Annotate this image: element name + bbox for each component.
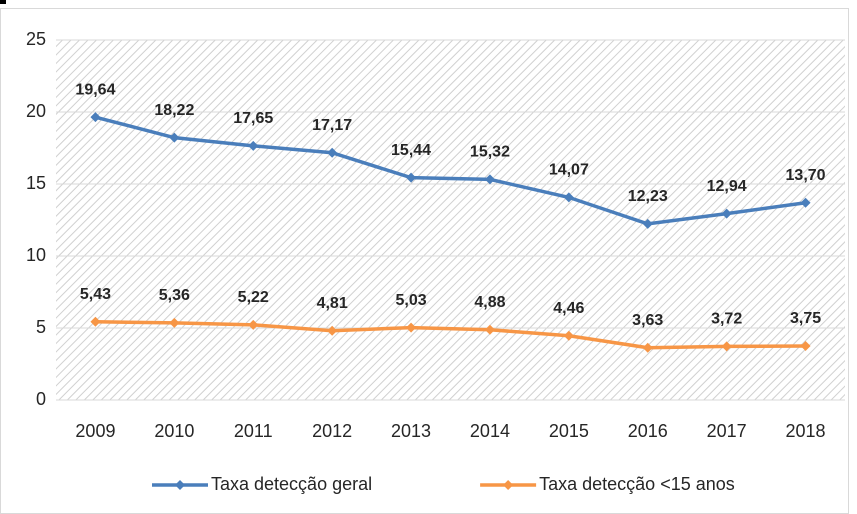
data-label: 3,75 xyxy=(790,310,821,327)
x-tick-label: 2017 xyxy=(707,421,747,441)
data-label: 15,44 xyxy=(391,142,431,159)
point xyxy=(90,316,101,327)
point xyxy=(484,174,495,185)
point xyxy=(800,341,811,351)
data-label: 4,81 xyxy=(317,295,348,312)
x-tick-label: 2011 xyxy=(234,421,273,441)
point xyxy=(327,325,338,336)
data-label: 5,03 xyxy=(395,292,426,309)
x-tick-label: 2012 xyxy=(312,421,352,441)
data-label: 13,70 xyxy=(786,167,826,184)
data-label: 18,22 xyxy=(154,102,194,119)
point xyxy=(406,322,417,333)
data-label: 14,07 xyxy=(549,162,589,179)
data-label: 12,23 xyxy=(628,188,668,205)
x-tick-label: 2013 xyxy=(391,421,431,441)
point xyxy=(169,132,180,143)
point xyxy=(642,342,653,353)
x-tick-label: 2014 xyxy=(470,421,510,441)
x-tick-label: 2016 xyxy=(628,421,668,441)
data-label: 15,32 xyxy=(470,144,510,161)
y-tick-label: 5 xyxy=(36,317,46,337)
point xyxy=(721,208,732,219)
legend-marker xyxy=(175,480,185,490)
series-line xyxy=(95,115,806,226)
point xyxy=(484,324,495,335)
point xyxy=(90,112,101,123)
y-tick-label: 15 xyxy=(26,173,46,193)
data-label: 4,46 xyxy=(553,300,584,317)
point xyxy=(248,140,259,151)
x-tick-label: 2009 xyxy=(75,421,115,441)
point xyxy=(642,218,653,229)
data-label: 3,72 xyxy=(711,311,742,328)
point xyxy=(800,197,811,208)
point xyxy=(563,192,574,203)
legend-label: Taxa detecção <15 anos xyxy=(539,474,735,494)
legend-label: Taxa detecção geral xyxy=(211,474,372,494)
point xyxy=(563,330,574,341)
legend-marker xyxy=(503,480,514,490)
data-label: 4,88 xyxy=(474,294,505,311)
point xyxy=(406,172,417,183)
point xyxy=(169,317,180,328)
cropped-title-fragment xyxy=(0,0,6,4)
data-label: 5,36 xyxy=(159,287,190,304)
plot-area xyxy=(56,40,845,400)
data-label: 17,65 xyxy=(233,110,273,127)
point xyxy=(327,147,338,158)
data-label: 17,17 xyxy=(312,117,352,134)
y-tick-label: 25 xyxy=(26,29,46,49)
y-tick-label: 20 xyxy=(26,101,46,121)
point xyxy=(248,319,259,330)
series-line xyxy=(95,320,806,350)
data-label: 19,64 xyxy=(75,81,115,98)
y-tick-label: 0 xyxy=(36,389,46,409)
point xyxy=(721,341,732,352)
x-tick-label: 2010 xyxy=(154,421,194,441)
data-label: 5,22 xyxy=(238,289,269,306)
x-tick-label: 2015 xyxy=(549,421,589,441)
data-label: 12,94 xyxy=(707,178,747,195)
x-tick-label: 2018 xyxy=(786,421,826,441)
y-tick-label: 10 xyxy=(26,245,46,265)
data-label: 3,63 xyxy=(632,312,663,329)
data-label: 5,43 xyxy=(80,286,111,303)
